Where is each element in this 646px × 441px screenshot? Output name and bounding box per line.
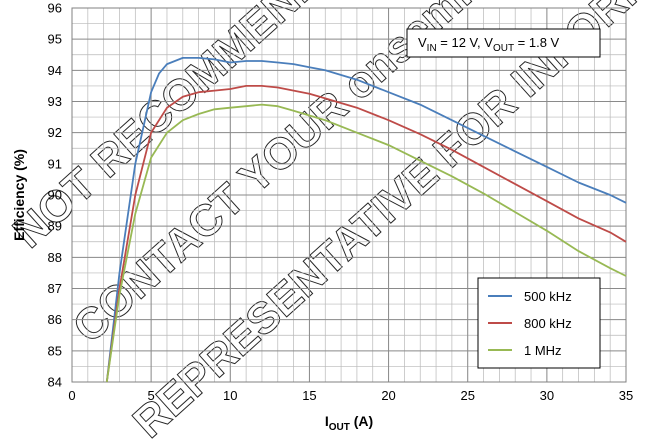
x-tick-labels: 0 5 10 15 20 25 30 35 <box>68 388 633 403</box>
y-tick-label: 88 <box>48 250 62 265</box>
conditions-frame <box>406 28 601 58</box>
x-axis-title-unit: (A) <box>350 413 373 429</box>
x-tick-label: 0 <box>68 388 75 403</box>
series-line <box>105 57 627 383</box>
series-line <box>105 85 627 383</box>
y-tick-label: 95 <box>48 32 62 47</box>
y-tick-label: 90 <box>48 188 62 203</box>
x-axis-title-main: I <box>325 413 329 429</box>
x-tick-label: 20 <box>381 388 395 403</box>
y-tick-label: 96 <box>48 1 62 16</box>
y-tick-labels: 84 85 86 87 88 89 90 91 92 93 94 95 96 <box>48 1 62 390</box>
x-axis-title-sub: OUT <box>329 422 350 433</box>
y-tick-label: 92 <box>48 125 62 140</box>
vin-sub: IN <box>427 43 437 54</box>
conditions-text: VIN = 12 V, VOUT = 1.8 V <box>418 35 560 54</box>
y-tick-label: 91 <box>48 156 62 171</box>
y-tick-label: 85 <box>48 343 62 358</box>
x-tick-label: 35 <box>619 388 633 403</box>
y-tick-label: 93 <box>48 94 62 109</box>
vin-prefix: V <box>418 35 427 50</box>
x-tick-label: 15 <box>302 388 316 403</box>
legend: 500 kHz 800 kHz 1 MHz <box>477 277 601 369</box>
y-tick-label: 84 <box>48 375 62 390</box>
y-tick-label: 94 <box>48 63 62 78</box>
vout-value: = 1.8 V <box>514 35 559 50</box>
vout-sub: OUT <box>493 43 514 54</box>
x-axis-title: IOUT (A) <box>325 413 373 433</box>
y-tick-label: 89 <box>48 219 62 234</box>
x-tick-label: 25 <box>460 388 474 403</box>
x-tick-label: 30 <box>540 388 554 403</box>
series-line <box>105 103 627 383</box>
y-tick-label: 86 <box>48 312 62 327</box>
conditions-box: VIN = 12 V, VOUT = 1.8 V <box>406 28 601 58</box>
y-axis-title: Efficiency (%) <box>11 149 27 241</box>
legend-label: 800 kHz <box>524 316 572 331</box>
y-tick-label: 87 <box>48 281 62 296</box>
legend-label: 1 MHz <box>524 343 562 358</box>
x-tick-label: 5 <box>148 388 155 403</box>
series-layer <box>105 57 627 383</box>
x-tick-label: 10 <box>223 388 237 403</box>
plot-frame <box>71 7 627 383</box>
vin-value: = 12 V, V <box>437 35 494 50</box>
legend-label: 500 kHz <box>524 289 572 304</box>
